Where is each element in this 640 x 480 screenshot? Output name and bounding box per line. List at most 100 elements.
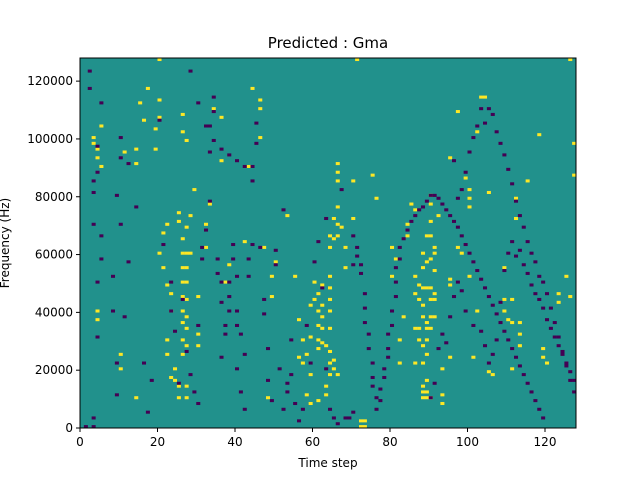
cell-high-92 (304, 393, 309, 397)
cell-low-251 (572, 378, 577, 382)
cell-high-147 (390, 274, 395, 278)
cell-high-38 (184, 138, 189, 142)
cell-high-246 (572, 141, 577, 145)
cell-high-108 (320, 326, 325, 330)
cell-low-115 (362, 292, 367, 296)
cell-high-138 (351, 179, 356, 183)
cell-low-92 (293, 401, 298, 406)
cell-low-197 (533, 260, 538, 264)
cell-high-175 (424, 260, 429, 264)
cell-high-83 (266, 396, 271, 400)
cell-high-93 (308, 303, 313, 307)
cell-low-239 (525, 271, 530, 275)
cell-high-223 (490, 373, 495, 377)
cell-low-6 (95, 144, 100, 148)
cell-low-178 (459, 188, 464, 192)
cell-high-39 (176, 211, 181, 215)
cell-low-119 (366, 347, 371, 351)
cell-low-237 (517, 248, 522, 252)
cell-high-222 (486, 370, 491, 374)
cell-high-31 (169, 375, 174, 380)
cell-high-168 (421, 315, 426, 319)
cell-high-173 (421, 396, 426, 400)
cell-high-88 (300, 338, 305, 342)
cell-high-230 (510, 297, 515, 301)
y-axis: 0 20000 40000 60000 80000 100000 120000 (27, 74, 80, 435)
cell-high-240 (545, 361, 550, 365)
cell-low-163 (494, 312, 499, 316)
cell-low-66 (238, 332, 243, 336)
cell-low-181 (471, 136, 476, 140)
cell-high-202 (440, 401, 445, 406)
x-tick-label: 120 (534, 435, 557, 449)
heatmap-background (80, 58, 576, 428)
cell-low-38 (188, 373, 193, 377)
cell-high-153 (405, 234, 410, 238)
cell-high-197 (432, 292, 437, 296)
cell-high-65 (196, 344, 201, 348)
cell-low-230 (490, 352, 495, 356)
cell-low-33 (169, 309, 174, 313)
cell-high-171 (421, 384, 426, 388)
cell-high-17 (157, 58, 162, 62)
plot-frame (79, 57, 577, 429)
cell-low-118 (366, 332, 371, 336)
cell-high-27 (169, 292, 174, 296)
cell-low-74 (250, 164, 255, 168)
cell-low-245 (548, 326, 553, 330)
cell-high-77 (258, 98, 263, 102)
x-tick-label: 20 (150, 435, 165, 449)
cell-high-237 (537, 133, 542, 137)
cell-high-158 (413, 326, 418, 330)
cell-high-213 (467, 196, 472, 200)
cell-high-119 (328, 286, 333, 290)
cell-high-170 (421, 361, 426, 365)
cell-high-139 (355, 58, 360, 62)
cell-high-35 (176, 396, 181, 400)
cell-high-103 (316, 347, 321, 351)
cell-low-172 (529, 390, 534, 394)
cell-low-158 (475, 269, 480, 273)
cell-low-144 (421, 205, 426, 209)
cell-low-250 (568, 370, 573, 374)
cell-low-44 (204, 228, 209, 232)
cell-low-131 (386, 332, 391, 336)
cell-low-114 (359, 271, 364, 275)
cell-low-106 (343, 416, 348, 420)
cell-low-93 (297, 419, 302, 423)
cell-high-23 (161, 231, 166, 235)
cell-high-159 (413, 361, 418, 365)
cell-low-61 (231, 243, 236, 247)
cell-low-164 (498, 321, 503, 325)
cell-high-61 (188, 214, 193, 218)
cell-high-117 (328, 309, 333, 313)
cell-low-145 (424, 199, 429, 203)
cell-low-31 (161, 243, 166, 247)
cell-low-30 (157, 118, 162, 122)
cell-low-52 (219, 280, 224, 284)
cell-low-78 (262, 297, 267, 301)
cell-high-205 (448, 277, 453, 281)
cell-low-39 (192, 390, 197, 394)
cell-low-58 (227, 295, 232, 299)
cell-high-226 (502, 309, 507, 313)
cell-low-228 (483, 344, 488, 348)
cell-low-124 (374, 407, 379, 411)
cell-low-175 (541, 416, 546, 420)
cell-low-47 (207, 124, 212, 128)
cell-low-198 (537, 274, 542, 278)
cell-low-0 (83, 425, 88, 429)
cell-high-96 (308, 401, 313, 406)
cell-low-49 (211, 95, 216, 99)
cell-high-100 (316, 309, 321, 313)
cell-high-125 (331, 358, 336, 362)
cell-high-40 (176, 219, 181, 223)
cell-low-16 (114, 393, 119, 397)
cell-high-7 (99, 164, 104, 168)
cell-high-134 (339, 225, 344, 229)
cell-high-86 (293, 274, 298, 278)
cell-high-118 (328, 297, 333, 301)
cell-high-21 (153, 147, 158, 151)
cell-low-91 (289, 338, 294, 342)
cell-low-132 (390, 323, 395, 327)
